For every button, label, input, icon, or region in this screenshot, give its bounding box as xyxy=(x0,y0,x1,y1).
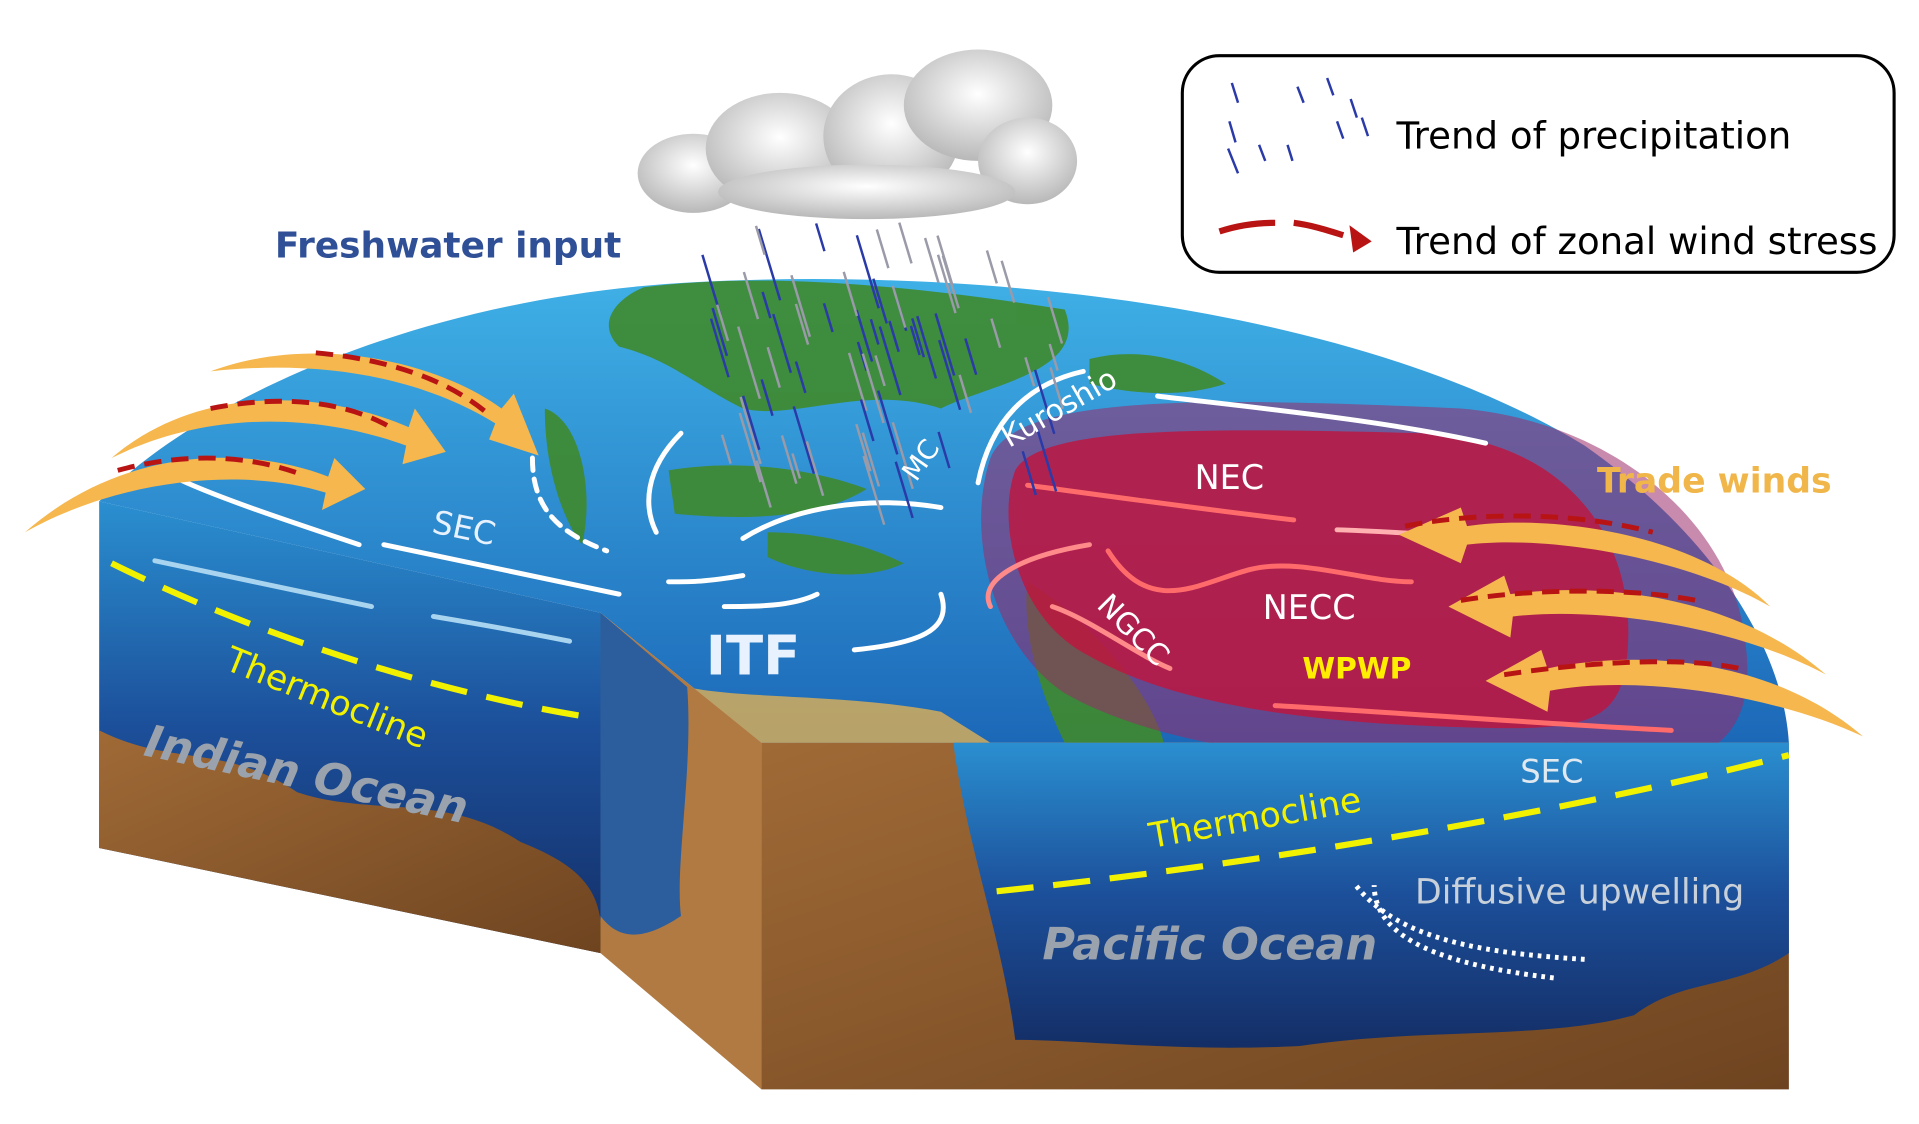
rain-streak xyxy=(1024,357,1036,387)
rain-streak xyxy=(720,434,732,464)
rain-streak xyxy=(856,341,868,372)
rain-streak xyxy=(709,318,730,378)
rain-streak xyxy=(862,455,886,526)
rain-streak xyxy=(958,374,973,414)
trade-winds-label: Trade winds xyxy=(1597,462,1832,502)
rain-streak xyxy=(894,461,914,519)
rain-streak xyxy=(805,440,825,497)
rain-streak xyxy=(742,271,760,320)
rain-streak xyxy=(898,222,913,264)
rain-streak xyxy=(878,326,902,396)
rain-streak xyxy=(1033,369,1056,435)
rain-streak xyxy=(847,352,868,412)
rain-streak xyxy=(888,320,900,353)
rain-streak xyxy=(1036,429,1058,492)
thermocline-indian-line xyxy=(110,560,595,722)
indian-seafloor xyxy=(99,730,602,954)
wind-stress-legend-icon xyxy=(1218,219,1372,253)
thermocline-pacific-line xyxy=(996,752,1790,895)
rain-streak xyxy=(822,302,834,333)
pacific-water xyxy=(953,742,1789,1048)
wpwp-label: WPWP xyxy=(1302,651,1411,686)
rain-streak xyxy=(792,406,816,475)
rain-streak xyxy=(791,453,802,479)
rain-streak xyxy=(842,271,859,317)
rain-streak xyxy=(990,318,1002,349)
sec-pacific-label: SEC xyxy=(1520,752,1583,790)
rain-streak xyxy=(923,237,940,284)
rain-streak xyxy=(937,431,951,469)
rain-streak xyxy=(711,307,729,357)
wind-stress-trend-arrows xyxy=(117,350,1740,678)
rain-streak xyxy=(891,421,914,490)
rain-streak xyxy=(757,228,782,301)
rain-streak xyxy=(855,423,872,472)
rain-streak xyxy=(874,355,886,387)
rain-streak xyxy=(766,346,781,388)
rain-streak xyxy=(855,234,880,309)
itf-label: ITF xyxy=(706,624,801,688)
rain-streak xyxy=(715,304,730,342)
rain-streak xyxy=(875,229,890,269)
rain-streak xyxy=(916,315,938,379)
precipitation-rain xyxy=(701,222,1065,526)
rain-streak xyxy=(754,225,766,256)
rain-streak xyxy=(794,303,810,345)
pacific-ocean-label: Pacific Ocean xyxy=(1042,918,1377,970)
rain-streak xyxy=(872,278,888,324)
rain-streak xyxy=(985,250,998,284)
legend: Trend of precipitation Trend of zonal wi… xyxy=(1180,54,1896,274)
rain-streak xyxy=(909,325,921,356)
freshwater-input-label: Freshwater input xyxy=(275,225,621,266)
diffusive-upwelling-label: Diffusive upwelling xyxy=(1415,873,1744,913)
rain-streak xyxy=(1049,367,1065,410)
diffusive-upwelling-arrows xyxy=(1353,883,1585,981)
rain-streak xyxy=(1046,296,1064,344)
rain-streak xyxy=(741,395,761,451)
rain-streak xyxy=(869,318,880,345)
rain-streak xyxy=(755,460,772,508)
rain-streak xyxy=(739,396,762,465)
rain-streak xyxy=(1000,260,1016,303)
rain-streak xyxy=(738,412,762,483)
rain-streak xyxy=(964,338,978,375)
cloud-icon xyxy=(637,49,1078,220)
rain-streak xyxy=(772,313,793,374)
legend-wind-stress-label: Trend of zonal wind stress xyxy=(1395,220,1877,263)
rain-streak xyxy=(737,326,762,400)
rain-streak xyxy=(861,432,881,487)
rain-streak xyxy=(780,435,798,484)
rain-streak xyxy=(790,274,812,338)
rain-streak xyxy=(876,390,899,455)
rain-streak xyxy=(760,379,774,417)
rain-streak xyxy=(938,339,962,411)
precipitation-legend-icon xyxy=(1226,77,1370,174)
rain-streak xyxy=(794,361,807,394)
rain-streak xyxy=(936,254,957,314)
rain-streak xyxy=(861,353,885,424)
legend-precipitation-label: Trend of precipitation xyxy=(1395,115,1791,158)
rain-streak xyxy=(911,317,926,358)
rain-streak xyxy=(855,309,874,362)
rain-streak xyxy=(1048,343,1059,371)
rain-streak xyxy=(891,285,907,328)
rain-streak xyxy=(859,399,875,442)
rain-streak xyxy=(1021,450,1037,496)
rain-streak xyxy=(761,291,772,319)
rain-streak xyxy=(934,313,956,376)
nec-label: NEC xyxy=(1195,458,1264,497)
necc-label: NECC xyxy=(1263,588,1356,627)
rain-streak xyxy=(941,255,960,309)
rain-streak xyxy=(814,223,826,252)
